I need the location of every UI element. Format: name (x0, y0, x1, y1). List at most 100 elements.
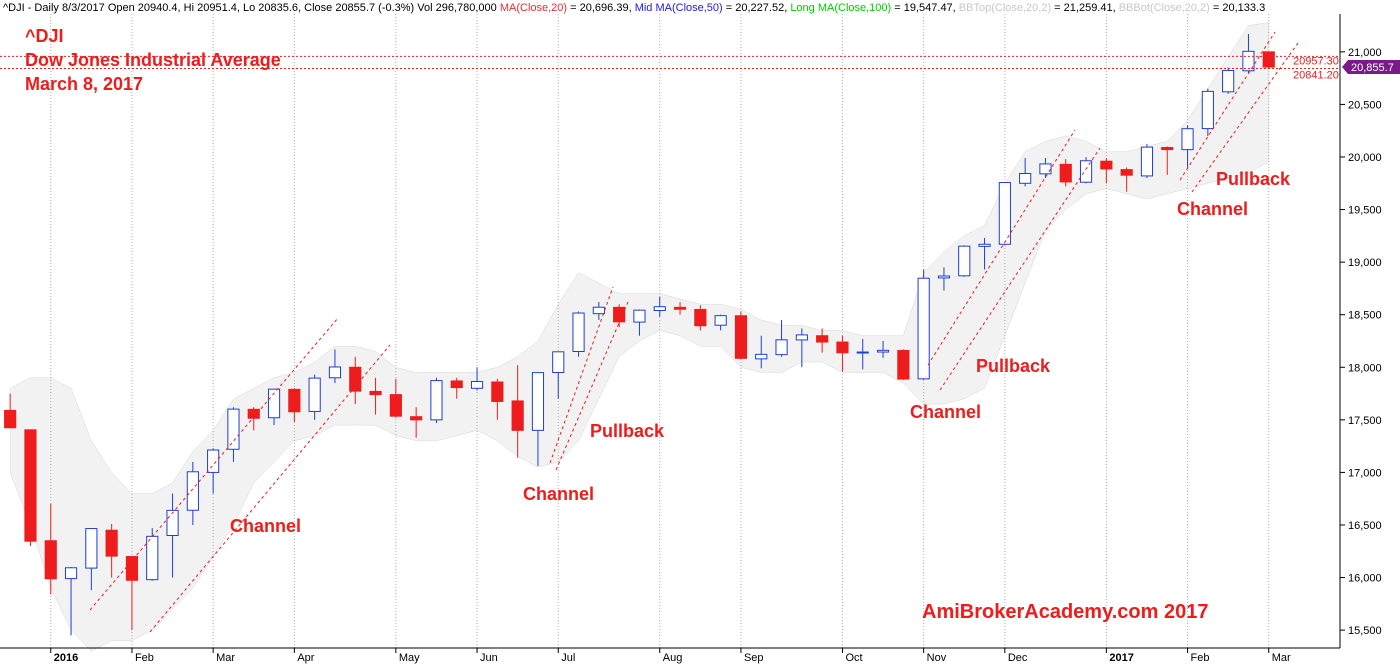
header-part: = 20,227.52, (723, 2, 791, 14)
candle-body (1262, 51, 1275, 68)
y-tick-label: 20,500 (1348, 99, 1382, 111)
annotation: Channel (1177, 199, 1248, 219)
x-tick-label: Apr (297, 652, 314, 664)
header-part: MA(Close,20) (500, 2, 567, 14)
candle-body (4, 409, 17, 429)
header-part: = 19,547.47, (891, 2, 959, 14)
candle-body (450, 380, 463, 389)
candle-body (247, 408, 260, 419)
close-label: 20,855.7 (1351, 62, 1394, 74)
y-tick-label: 17,000 (1348, 467, 1382, 479)
candle-body (856, 351, 869, 354)
candle-body (207, 449, 220, 473)
candle-body (349, 366, 362, 392)
channel-line (1179, 31, 1276, 181)
header-part: Long MA(Close,100) (790, 2, 891, 14)
candle-body (491, 381, 504, 402)
x-tick-label: Feb (135, 652, 154, 664)
candle-body (714, 315, 727, 326)
y-tick-label: 18,500 (1348, 310, 1382, 322)
candle-body (267, 388, 281, 419)
level-label: 20957.30 (1293, 55, 1339, 67)
candle-body (511, 400, 524, 431)
candle-body (166, 509, 179, 536)
candle-body (470, 380, 484, 389)
candle-body (734, 315, 748, 359)
candle-body (897, 349, 910, 380)
candle-body (1100, 160, 1113, 170)
y-tick-label: 19,500 (1348, 205, 1382, 217)
channel-line (555, 301, 629, 471)
y-tick-label: 18,000 (1348, 362, 1382, 374)
x-tick-label: Mar (1272, 652, 1291, 664)
candle-body (694, 308, 707, 327)
candle-body (816, 335, 829, 343)
channel-line (549, 286, 614, 464)
channel-lines (89, 31, 1299, 633)
candle-body (755, 353, 768, 360)
x-tick-label: 2017 (1109, 652, 1133, 664)
candle-body (24, 429, 37, 542)
y-tick-label: 21,000 (1348, 47, 1382, 59)
candle-body (430, 380, 443, 421)
candle-body (328, 366, 342, 379)
x-tick-label: Mar (216, 652, 235, 664)
header: ^DJI - Daily 8/3/2017 Open 20940.4, Hi 2… (3, 2, 1265, 14)
candle-body (653, 306, 666, 311)
candle-body (227, 408, 240, 450)
y-tick-label: 19,000 (1348, 257, 1382, 269)
x-tick-label: Jun (480, 652, 498, 664)
candle-body (937, 275, 951, 279)
x-tick-label: Oct (845, 652, 862, 664)
annotation: Channel (910, 402, 981, 422)
candle-body (1120, 169, 1133, 176)
channel-line (89, 317, 339, 611)
header-part: = 20,696.39, (567, 2, 635, 14)
candle-body (1019, 172, 1032, 184)
x-tick-label: Sep (744, 652, 764, 664)
candle-body (146, 535, 159, 581)
level-label: 20841.20 (1293, 70, 1339, 82)
y-tick-label: 20,000 (1348, 152, 1382, 164)
x-tick-label: May (399, 652, 420, 664)
header-part: BBTop(Close,20,2) (959, 2, 1051, 14)
candle-body (613, 306, 626, 323)
x-tick-label: Jul (561, 652, 575, 664)
close-tag (1342, 60, 1400, 75)
annotation: Pullback (976, 356, 1051, 376)
candle-body (633, 309, 646, 323)
x-tick-label: Aug (663, 652, 683, 664)
annotation: Channel (523, 484, 594, 504)
y-tick-label: 16,000 (1348, 573, 1382, 585)
annotation: Channel (230, 516, 301, 536)
candle-body (572, 312, 585, 353)
header-part: BBBot(Close,20,2) (1119, 2, 1210, 14)
title: March 8, 2017 (25, 74, 143, 94)
candle-body (85, 528, 98, 569)
candle-body (44, 540, 57, 580)
candle-body (978, 243, 991, 247)
candle-body (1140, 146, 1154, 177)
x-tick-label: Nov (927, 652, 947, 664)
channel-line (1191, 42, 1299, 193)
candle-body (673, 306, 687, 310)
header-part: Mid MA(Close,50) (635, 2, 723, 14)
candle-body (836, 341, 849, 354)
candle-body (531, 372, 545, 431)
watermark: AmiBrokerAcademy.com 2017 (922, 601, 1208, 623)
candle-body (958, 245, 971, 277)
channel-line (149, 344, 391, 633)
candle-body (186, 471, 199, 511)
header-part: = 21,259.41, (1051, 2, 1119, 14)
candle-body (795, 334, 808, 341)
x-tick-label: 2016 (54, 652, 78, 664)
annotation: Pullback (590, 421, 665, 441)
candle-body (1161, 147, 1174, 151)
candle-body (552, 351, 565, 374)
candle-body (1059, 163, 1072, 183)
candle-body (389, 394, 402, 417)
candle-body (917, 277, 930, 380)
candle-body (410, 416, 423, 421)
candle-body (876, 349, 890, 353)
header-part: = 20,133.3 (1210, 2, 1265, 14)
